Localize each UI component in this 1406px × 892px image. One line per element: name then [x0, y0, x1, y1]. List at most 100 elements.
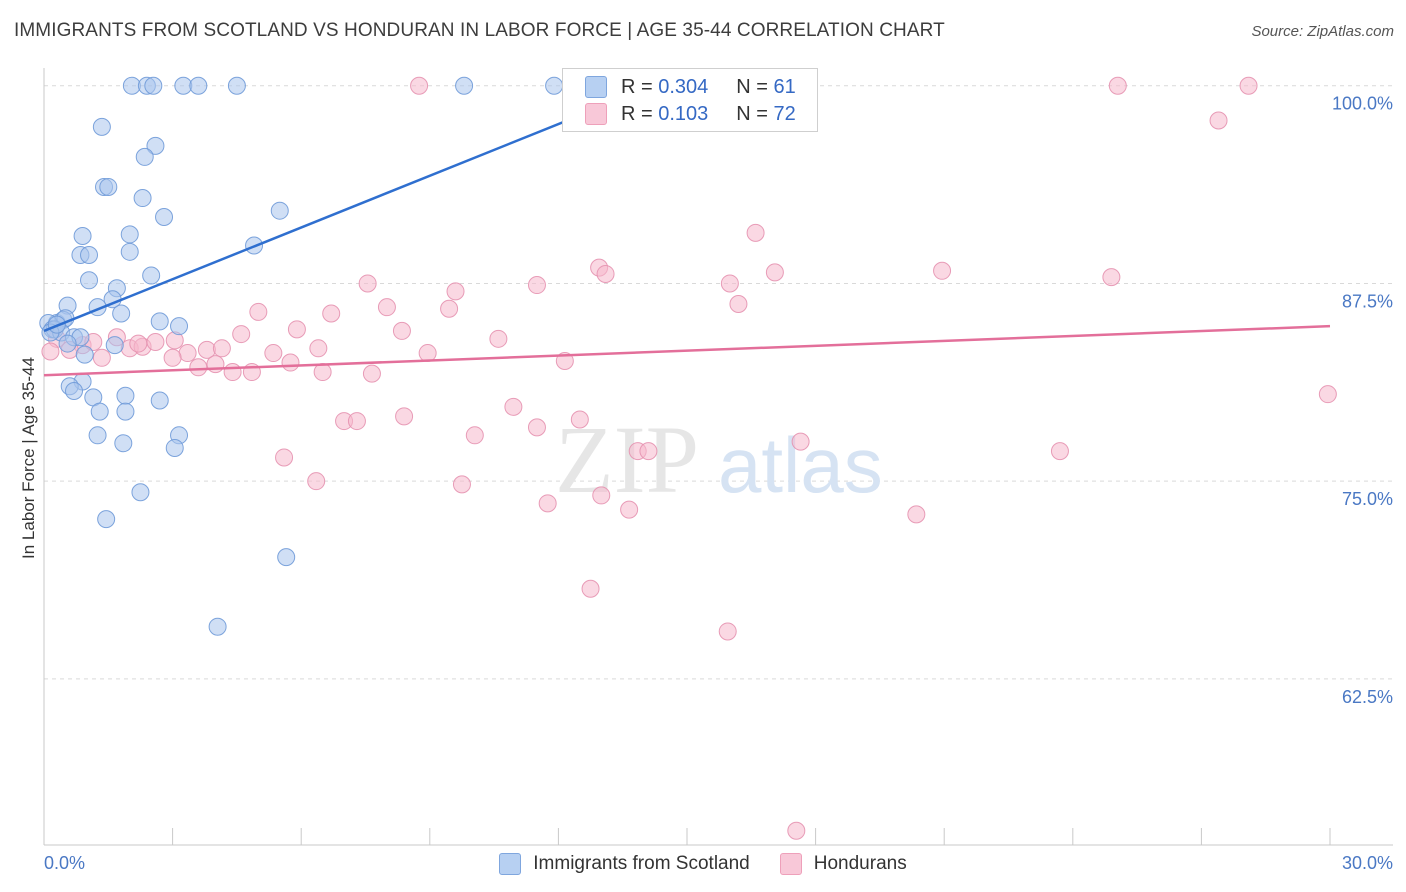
honduran-point-52 — [527, 418, 546, 437]
scotland-point-13 — [133, 189, 152, 208]
scotland-point-52 — [88, 426, 107, 445]
honduran-point-20 — [287, 320, 306, 339]
scotland-point-17 — [120, 225, 139, 244]
scotland-point-5 — [227, 76, 246, 95]
legend-item-scotland[interactable]: Immigrants from Scotland — [499, 853, 750, 875]
honduran-point-53 — [465, 426, 484, 445]
scotland-point-42 — [105, 336, 124, 355]
x-tick-max: 30.0% — [1342, 853, 1393, 873]
honduran-r-value: 0.103 — [658, 102, 709, 125]
x-tick-min: 0.0% — [44, 853, 85, 873]
scotland-point-49 — [150, 391, 169, 410]
honduran-point-2 — [1239, 76, 1258, 95]
honduran-point-36 — [92, 348, 111, 367]
honduran-n-label: N = — [736, 102, 768, 125]
scotland-point-23 — [80, 271, 99, 290]
scotland-point-16 — [73, 227, 92, 245]
scotland-point-39 — [58, 334, 77, 353]
legend-item-honduran[interactable]: Hondurans — [779, 853, 907, 875]
honduran-point-4 — [746, 223, 765, 242]
honduran-point-18 — [322, 304, 341, 323]
grid-lines — [44, 85, 1393, 680]
honduran-point-3 — [1209, 111, 1228, 130]
honduran-point-15 — [440, 299, 459, 318]
honduran-point-65 — [1318, 385, 1337, 404]
scotland-point-12 — [99, 177, 118, 196]
scotland-point-19 — [80, 245, 99, 264]
y-tick-label-1: 87.5% — [1342, 291, 1393, 311]
honduran-point-64 — [907, 505, 926, 524]
honduran-point-7 — [765, 263, 784, 282]
scotland-point-10 — [135, 147, 154, 166]
honduran-point-14 — [377, 298, 396, 317]
scotland-trend-line — [43, 79, 667, 333]
honduran-point-38 — [189, 358, 208, 377]
honduran-trend-line — [43, 324, 1331, 377]
y-tick-label-0: 100.0% — [1332, 94, 1393, 114]
legend-row-scotland: R = 0.304 N = 61 — [585, 74, 796, 100]
honduran-point-33 — [212, 339, 231, 358]
honduran-point-16 — [729, 295, 748, 314]
scotland-point-59 — [208, 617, 227, 636]
honduran-point-49 — [347, 412, 366, 431]
honduran-point-8 — [933, 261, 952, 280]
source-label: Source: ZipAtlas.com — [1251, 23, 1394, 40]
y-tick-labels: 100.0% 87.5% 75.0% 62.5% — [1332, 94, 1393, 707]
scotland-point-54 — [114, 434, 133, 453]
honduran-point-40 — [223, 363, 242, 382]
scotland-point-56 — [131, 483, 150, 502]
honduran-point-47 — [504, 397, 523, 416]
honduran-point-68 — [787, 821, 806, 840]
honduran-point-56 — [791, 432, 810, 451]
honduran-point-50 — [395, 407, 414, 426]
y-tick-label-2: 75.0% — [1342, 489, 1393, 509]
honduran-point-61 — [592, 486, 611, 505]
scotland-point-43 — [75, 345, 94, 364]
scotland-point-22 — [142, 266, 161, 285]
honduran-point-6 — [596, 264, 615, 283]
honduran-point-0 — [410, 76, 429, 95]
scotland-point-51 — [116, 402, 135, 421]
y-tick-label-3: 62.5% — [1342, 687, 1393, 707]
honduran-legend-label: Hondurans — [813, 853, 907, 874]
scotland-r-label: R = — [621, 75, 653, 98]
scotland-legend-label: Immigrants from Scotland — [533, 853, 750, 874]
honduran-point-63 — [620, 500, 639, 519]
honduran-point-13 — [720, 274, 739, 293]
honduran-point-67 — [718, 622, 737, 641]
honduran-point-58 — [275, 448, 294, 467]
scotland-point-15 — [155, 208, 174, 227]
trend-lines — [43, 79, 1331, 377]
honduran-swatch — [585, 103, 607, 125]
scotland-point-9 — [146, 136, 165, 155]
honduran-point-62 — [538, 494, 557, 513]
scotland-point-14 — [270, 201, 289, 220]
scotland-r-value: 0.304 — [658, 75, 709, 98]
scotland-point-3 — [174, 76, 193, 95]
scotland-point-57 — [97, 510, 116, 529]
scotland-n-value: 61 — [773, 75, 796, 98]
honduran-point-11 — [446, 282, 465, 301]
honduran-point-55 — [639, 442, 658, 461]
scotland-point-0 — [122, 76, 141, 95]
honduran-point-69 — [41, 342, 60, 361]
series-scotland — [39, 76, 564, 636]
scotland-point-2 — [144, 76, 163, 95]
honduran-point-51 — [570, 410, 589, 429]
honduran-point-57 — [1050, 442, 1069, 461]
scotland-point-48 — [116, 386, 135, 405]
honduran-point-1 — [1108, 76, 1127, 95]
scotland-point-8 — [92, 117, 111, 136]
honduran-point-45 — [418, 344, 437, 363]
scotland-point-46 — [65, 382, 84, 401]
honduran-point-59 — [307, 472, 326, 491]
scotland-swatch — [585, 76, 607, 98]
honduran-point-22 — [489, 329, 508, 348]
honduran-point-66 — [581, 579, 600, 598]
honduran-point-43 — [313, 363, 332, 382]
axes — [43, 68, 1393, 846]
honduran-point-44 — [362, 364, 381, 383]
scotland-point-58 — [277, 548, 296, 567]
honduran-point-31 — [178, 344, 197, 363]
